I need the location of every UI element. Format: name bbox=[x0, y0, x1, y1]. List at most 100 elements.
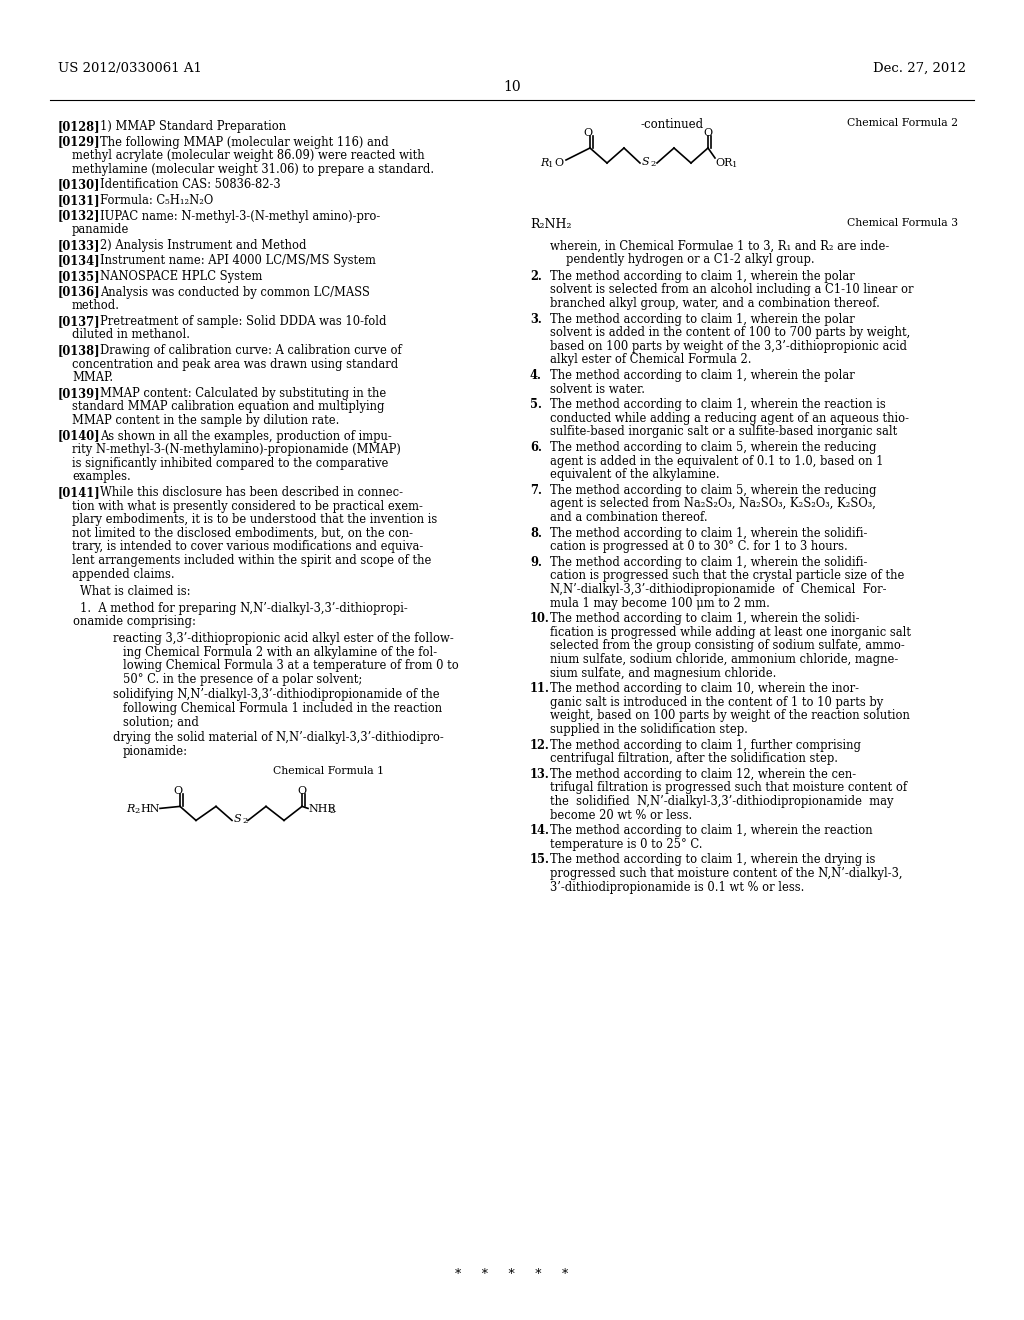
Text: not limited to the disclosed embodiments, but, on the con-: not limited to the disclosed embodiments… bbox=[72, 527, 413, 540]
Text: reacting 3,3’-dithiopropionic acid alkyl ester of the follow-: reacting 3,3’-dithiopropionic acid alkyl… bbox=[113, 632, 454, 645]
Text: The method according to claim 1, wherein the drying is: The method according to claim 1, wherein… bbox=[550, 854, 876, 866]
Text: 9.: 9. bbox=[530, 556, 542, 569]
Text: trary, is intended to cover various modifications and equiva-: trary, is intended to cover various modi… bbox=[72, 540, 423, 553]
Text: Chemical Formula 1: Chemical Formula 1 bbox=[273, 767, 384, 776]
Text: supplied in the solidification step.: supplied in the solidification step. bbox=[550, 723, 748, 737]
Text: ganic salt is introduced in the content of 1 to 10 parts by: ganic salt is introduced in the content … bbox=[550, 696, 884, 709]
Text: O: O bbox=[297, 787, 306, 796]
Text: The method according to claim 1, wherein the polar: The method according to claim 1, wherein… bbox=[550, 313, 855, 326]
Text: MMAP content: Calculated by substituting in the: MMAP content: Calculated by substituting… bbox=[100, 387, 386, 400]
Text: As shown in all the examples, production of impu-: As shown in all the examples, production… bbox=[100, 429, 392, 442]
Text: 4.: 4. bbox=[530, 370, 542, 381]
Text: S: S bbox=[642, 157, 649, 168]
Text: Dec. 27, 2012: Dec. 27, 2012 bbox=[873, 62, 966, 75]
Text: solidifying N,N’-dialkyl-3,3’-dithiodipropionamide of the: solidifying N,N’-dialkyl-3,3’-dithiodipr… bbox=[113, 689, 439, 701]
Text: methylamine (molecular weight 31.06) to prepare a standard.: methylamine (molecular weight 31.06) to … bbox=[72, 162, 434, 176]
Text: The method according to claim 1, further comprising: The method according to claim 1, further… bbox=[550, 739, 861, 751]
Text: The method according to claim 12, wherein the cen-: The method according to claim 12, wherei… bbox=[550, 768, 856, 781]
Text: R₂NH₂: R₂NH₂ bbox=[530, 218, 571, 231]
Text: Drawing of calibration curve: A calibration curve of: Drawing of calibration curve: A calibrat… bbox=[100, 345, 401, 356]
Text: following Chemical Formula 1 included in the reaction: following Chemical Formula 1 included in… bbox=[123, 702, 442, 715]
Text: R: R bbox=[126, 804, 134, 814]
Text: [0131]: [0131] bbox=[58, 194, 100, 207]
Text: The method according to claim 1, wherein the solidifi-: The method according to claim 1, wherein… bbox=[550, 556, 867, 569]
Text: concentration and peak area was drawn using standard: concentration and peak area was drawn us… bbox=[72, 358, 398, 371]
Text: US 2012/0330061 A1: US 2012/0330061 A1 bbox=[58, 62, 202, 75]
Text: centrifugal filtration, after the solidification step.: centrifugal filtration, after the solidi… bbox=[550, 752, 838, 766]
Text: 50° C. in the presence of a polar solvent;: 50° C. in the presence of a polar solven… bbox=[123, 673, 362, 686]
Text: 10.: 10. bbox=[530, 612, 550, 626]
Text: cation is progressed at 0 to 30° C. for 1 to 3 hours.: cation is progressed at 0 to 30° C. for … bbox=[550, 540, 848, 553]
Text: selected from the group consisting of sodium sulfate, ammo-: selected from the group consisting of so… bbox=[550, 639, 905, 652]
Text: [0134]: [0134] bbox=[58, 255, 100, 268]
Text: 11.: 11. bbox=[530, 682, 550, 696]
Text: [0132]: [0132] bbox=[58, 210, 100, 223]
Text: Instrument name: API 4000 LC/MS/MS System: Instrument name: API 4000 LC/MS/MS Syste… bbox=[100, 255, 376, 268]
Text: The method according to claim 5, wherein the reducing: The method according to claim 5, wherein… bbox=[550, 441, 877, 454]
Text: sium sulfate, and magnesium chloride.: sium sulfate, and magnesium chloride. bbox=[550, 667, 776, 680]
Text: 2: 2 bbox=[242, 817, 247, 825]
Text: The method according to claim 1, wherein the polar: The method according to claim 1, wherein… bbox=[550, 269, 855, 282]
Text: What is claimed is:: What is claimed is: bbox=[80, 585, 190, 598]
Text: The method according to claim 5, wherein the reducing: The method according to claim 5, wherein… bbox=[550, 484, 877, 496]
Text: agent is added in the equivalent of 0.1 to 1.0, based on 1: agent is added in the equivalent of 0.1 … bbox=[550, 454, 884, 467]
Text: equivalent of the alkylamine.: equivalent of the alkylamine. bbox=[550, 469, 720, 482]
Text: [0130]: [0130] bbox=[58, 178, 100, 191]
Text: solution; and: solution; and bbox=[123, 715, 199, 729]
Text: 3.: 3. bbox=[530, 313, 542, 326]
Text: [0135]: [0135] bbox=[58, 271, 100, 282]
Text: The method according to claim 1, wherein the reaction is: The method according to claim 1, wherein… bbox=[550, 399, 886, 412]
Text: the  solidified  N,N’-dialkyl-3,3’-dithiodipropionamide  may: the solidified N,N’-dialkyl-3,3’-dithiod… bbox=[550, 795, 894, 808]
Text: NHR: NHR bbox=[308, 804, 336, 814]
Text: onamide comprising:: onamide comprising: bbox=[73, 615, 196, 628]
Text: temperature is 0 to 25° C.: temperature is 0 to 25° C. bbox=[550, 838, 702, 851]
Text: [0141]: [0141] bbox=[58, 486, 100, 499]
Text: 2: 2 bbox=[650, 160, 655, 168]
Text: [0133]: [0133] bbox=[58, 239, 100, 252]
Text: ing Chemical Formula 2 with an alkylamine of the fol-: ing Chemical Formula 2 with an alkylamin… bbox=[123, 645, 437, 659]
Text: 10: 10 bbox=[503, 81, 521, 94]
Text: 1) MMAP Standard Preparation: 1) MMAP Standard Preparation bbox=[100, 120, 286, 133]
Text: Pretreatment of sample: Solid DDDA was 10-fold: Pretreatment of sample: Solid DDDA was 1… bbox=[100, 314, 386, 327]
Text: cation is progressed such that the crystal particle size of the: cation is progressed such that the cryst… bbox=[550, 569, 904, 582]
Text: The method according to claim 1, wherein the polar: The method according to claim 1, wherein… bbox=[550, 370, 855, 381]
Text: lowing Chemical Formula 3 at a temperature of from 0 to: lowing Chemical Formula 3 at a temperatu… bbox=[123, 659, 459, 672]
Text: -continued: -continued bbox=[640, 117, 703, 131]
Text: O: O bbox=[703, 128, 713, 139]
Text: based on 100 parts by weight of the 3,3’-dithiopropionic acid: based on 100 parts by weight of the 3,3’… bbox=[550, 339, 907, 352]
Text: S: S bbox=[234, 814, 242, 825]
Text: The method according to claim 10, wherein the inor-: The method according to claim 10, wherei… bbox=[550, 682, 859, 696]
Text: rity N-methyl-3-(N-methylamino)-propionamide (MMAP): rity N-methyl-3-(N-methylamino)-propiona… bbox=[72, 444, 400, 457]
Text: N,N’-dialkyl-3,3’-dithiodipropionamide  of  Chemical  For-: N,N’-dialkyl-3,3’-dithiodipropionamide o… bbox=[550, 583, 887, 597]
Text: The method according to claim 1, wherein the solidi-: The method according to claim 1, wherein… bbox=[550, 612, 859, 626]
Text: nium sulfate, sodium chloride, ammonium chloride, magne-: nium sulfate, sodium chloride, ammonium … bbox=[550, 653, 898, 667]
Text: O: O bbox=[584, 128, 593, 139]
Text: [0129]: [0129] bbox=[58, 136, 100, 149]
Text: MMAP content in the sample by dilution rate.: MMAP content in the sample by dilution r… bbox=[72, 414, 339, 426]
Text: The method according to claim 1, wherein the solidifi-: The method according to claim 1, wherein… bbox=[550, 527, 867, 540]
Text: 12.: 12. bbox=[530, 739, 550, 751]
Text: panamide: panamide bbox=[72, 223, 129, 236]
Text: Chemical Formula 2: Chemical Formula 2 bbox=[847, 117, 958, 128]
Text: weight, based on 100 parts by weight of the reaction solution: weight, based on 100 parts by weight of … bbox=[550, 709, 910, 722]
Text: pendently hydrogen or a C1-2 alkyl group.: pendently hydrogen or a C1-2 alkyl group… bbox=[566, 253, 815, 267]
Text: 2: 2 bbox=[134, 808, 139, 816]
Text: solvent is selected from an alcohol including a C1-10 linear or: solvent is selected from an alcohol incl… bbox=[550, 284, 913, 297]
Text: *   *   *   *   *: * * * * * bbox=[456, 1269, 568, 1280]
Text: 2) Analysis Instrument and Method: 2) Analysis Instrument and Method bbox=[100, 239, 306, 252]
Text: 13.: 13. bbox=[530, 768, 550, 781]
Text: appended claims.: appended claims. bbox=[72, 568, 175, 581]
Text: wherein, in Chemical Formulae 1 to 3, R₁ and R₂ are inde-: wherein, in Chemical Formulae 1 to 3, R₁… bbox=[550, 240, 889, 252]
Text: [0139]: [0139] bbox=[58, 387, 100, 400]
Text: lent arrangements included within the spirit and scope of the: lent arrangements included within the sp… bbox=[72, 554, 431, 568]
Text: standard MMAP calibration equation and multiplying: standard MMAP calibration equation and m… bbox=[72, 400, 384, 413]
Text: 8.: 8. bbox=[530, 527, 542, 540]
Text: 1: 1 bbox=[548, 161, 553, 169]
Text: conducted while adding a reducing agent of an aqueous thio-: conducted while adding a reducing agent … bbox=[550, 412, 909, 425]
Text: The method according to claim 1, wherein the reaction: The method according to claim 1, wherein… bbox=[550, 824, 872, 837]
Text: While this disclosure has been described in connec-: While this disclosure has been described… bbox=[100, 486, 403, 499]
Text: Chemical Formula 3: Chemical Formula 3 bbox=[847, 218, 958, 228]
Text: [0128]: [0128] bbox=[58, 120, 100, 133]
Text: agent is selected from Na₂S₂O₃, Na₂SO₃, K₂S₂O₃, K₂SO₃,: agent is selected from Na₂S₂O₃, Na₂SO₃, … bbox=[550, 498, 876, 511]
Text: OR: OR bbox=[715, 158, 732, 168]
